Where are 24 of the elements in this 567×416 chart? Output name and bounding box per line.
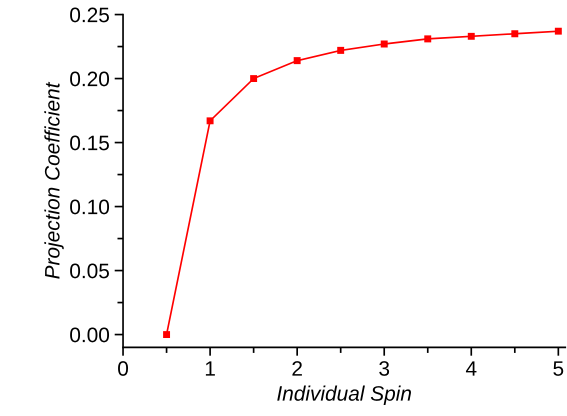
x-tick-label: 0 [118,361,128,376]
x-tick-label: 2 [292,361,302,376]
point [380,40,388,48]
point [511,30,518,38]
point [163,331,170,338]
point [424,35,432,42]
x-tick-label: 5 [553,361,564,376]
point [206,117,214,124]
point [468,32,475,40]
point [250,75,258,82]
x-tick-label: 1 [206,361,215,376]
y-tick-label: 0.05 [70,264,109,278]
point [554,28,562,35]
y-axis-title: Projection Coefficient [44,82,64,279]
x-tick-label: 4 [466,361,476,376]
y-tick-label: 0.25 [70,8,109,22]
y-tick-label: 0.10 [70,200,110,214]
x-axis-title: Individual Spin [277,386,411,405]
point [294,57,301,64]
point [337,46,344,54]
y-tick-label: 0.15 [70,136,109,150]
y-tick-label: 0.20 [70,72,110,86]
y-tick-label: 0.00 [70,328,110,342]
x-tick-label: 3 [379,361,390,376]
